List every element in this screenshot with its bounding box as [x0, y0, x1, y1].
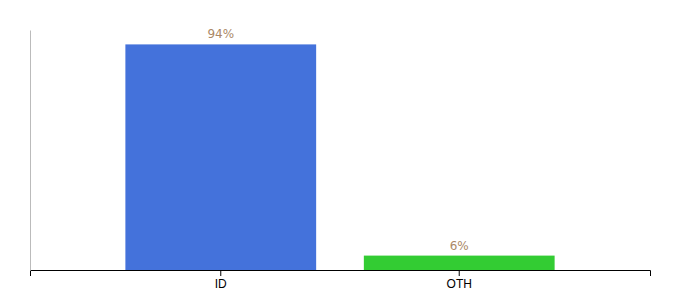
x-tick-label: OTH	[447, 277, 472, 291]
y-axis-line	[30, 31, 31, 271]
x-axis-line	[31, 271, 651, 277]
data-label: 94%	[207, 27, 234, 41]
x-tick-mark	[220, 270, 221, 276]
x-tick-label: ID	[215, 277, 227, 291]
bars	[125, 44, 554, 270]
data-labels: 94% 6%	[207, 27, 468, 252]
x-tick: ID	[215, 270, 227, 291]
data-label: 6%	[450, 239, 469, 253]
y-axis	[30, 31, 31, 271]
bar	[364, 256, 555, 270]
x-tick: OTH	[447, 270, 472, 291]
bar	[125, 44, 316, 270]
chart: ID OTH 94% 6%	[0, 0, 680, 300]
plot: ID OTH 94% 6%	[31, 27, 651, 290]
x-tick-mark	[459, 270, 460, 276]
x-axis: ID OTH	[31, 270, 651, 291]
